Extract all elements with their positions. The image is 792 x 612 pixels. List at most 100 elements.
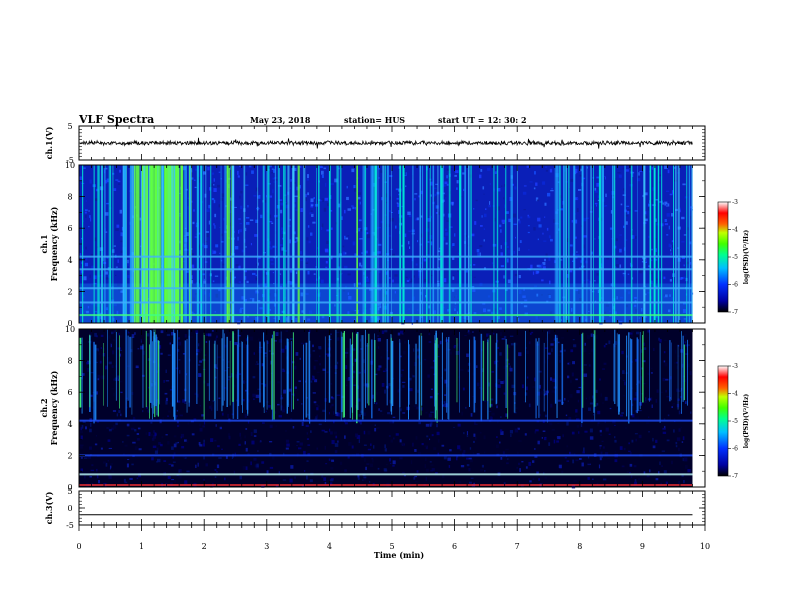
spectrogram-noise-cell (442, 474, 445, 479)
spectrogram-noise-cell (437, 439, 440, 443)
spectrogram-noise-cell (181, 260, 186, 262)
spectrogram-noise-cell (299, 357, 301, 360)
spectrogram-noise-cell (273, 283, 275, 285)
spectrogram-noise-cell (409, 388, 413, 392)
spectrogram-noise-cell (388, 383, 391, 387)
sferic-streak (135, 165, 137, 323)
spectrogram-noise-cell (246, 280, 249, 284)
spectrogram-noise-cell (400, 330, 404, 334)
spectrogram-noise-cell (152, 434, 156, 439)
spectrogram-noise-cell (518, 218, 520, 222)
spectrogram-noise-cell (663, 295, 666, 299)
sferic-streak (412, 165, 414, 323)
sferic-streak (164, 165, 167, 323)
spectrogram-noise-cell (377, 227, 382, 229)
spectrogram-noise-cell (599, 429, 602, 433)
spectrogram-noise-cell (572, 459, 575, 464)
spectrogram-noise-cell (167, 354, 171, 356)
spectrogram-noise-cell (665, 481, 668, 485)
spectrogram-noise-cell (233, 334, 236, 336)
sferic-streak (360, 335, 362, 415)
spectrogram-noise-cell (384, 444, 387, 449)
spectrogram-noise-cell (409, 246, 411, 249)
spectrogram-noise-cell (487, 295, 491, 298)
spectrogram-noise-cell (518, 247, 520, 251)
spectrogram-noise-cell (614, 436, 616, 439)
spectrogram-noise-cell (134, 332, 136, 335)
spectrogram-noise-cell (544, 437, 547, 441)
x-tick-label: 0 (76, 542, 81, 551)
x-tick-label: 8 (577, 542, 582, 551)
spectrogram-noise-cell (404, 233, 407, 238)
spectrogram-noise-cell (583, 235, 587, 238)
spectrogram-noise-cell (366, 278, 370, 282)
spectrogram-noise-cell (146, 406, 148, 409)
spectrogram-noise-cell (496, 444, 499, 448)
spectrogram-noise-cell (614, 424, 616, 426)
spectrogram-noise-cell (476, 453, 480, 455)
sferic-streak (287, 165, 290, 323)
spectrogram-noise-cell (424, 445, 427, 447)
sferic-streak (169, 165, 171, 323)
spectrogram-noise-cell (336, 331, 340, 334)
spectrogram-noise-cell (344, 351, 349, 354)
spectrogram-noise-cell (124, 481, 128, 484)
spectrogram-ylabel: Frequency (kHz) (49, 206, 59, 281)
spectrogram-noise-cell (545, 253, 548, 257)
spectrogram-noise-cell (237, 335, 241, 337)
spectrogram-noise-cell (446, 183, 449, 186)
sferic-streak (370, 165, 372, 323)
spectrogram-noise-cell (576, 251, 578, 253)
spectrogram-noise-cell (117, 378, 120, 381)
spectrogram-noise-cell (437, 344, 440, 348)
spectrogram-noise-cell (305, 424, 309, 427)
spectrogram-noise-cell (364, 250, 368, 254)
spectrogram-noise-cell (260, 392, 264, 397)
spectrogram-noise-cell (314, 418, 318, 421)
spectrogram-noise-cell (665, 294, 668, 298)
spectrogram-noise-cell (367, 448, 372, 451)
spectrogram-noise-cell (547, 192, 551, 197)
sferic-streak (148, 165, 150, 323)
spectrogram-noise-cell (233, 470, 236, 475)
spectrogram-noise-cell (157, 363, 160, 368)
spectrogram-noise-cell (169, 402, 173, 404)
sferic-streak (671, 342, 672, 401)
spectrogram-noise-cell (285, 439, 290, 443)
spectrogram-noise-cell (628, 450, 631, 452)
spectrogram-noise-cell (229, 339, 231, 342)
spectrogram-noise-cell (296, 445, 299, 447)
sferic-streak (277, 165, 280, 323)
spectrogram-noise-cell (444, 394, 447, 396)
spectrogram-noise-cell (311, 213, 314, 217)
spectrogram-noise-cell (519, 468, 521, 472)
spectrogram-noise-cell (635, 308, 638, 313)
spectrogram-noise-cell (105, 277, 109, 280)
spectrogram-noise-cell (268, 221, 273, 223)
spectrogram-noise-cell (648, 416, 650, 418)
spectrogram-noise-cell (547, 293, 551, 295)
spectrogram-noise-cell (146, 338, 149, 341)
spectrogram-noise-cell (436, 431, 440, 436)
spectrogram-noise-cell (426, 435, 429, 438)
spectrogram-noise-cell (504, 204, 506, 208)
spectrogram-noise-cell (328, 458, 331, 461)
spectrogram-noise-cell (554, 335, 558, 339)
spectrogram-ytick-label: 2 (67, 451, 72, 460)
spectrogram-noise-cell (664, 425, 666, 429)
spectrogram-noise-cell (538, 478, 540, 481)
spectrogram-noise-cell (620, 414, 623, 417)
x-tick-label: 7 (515, 542, 520, 551)
sferic-streak (559, 165, 561, 323)
spectrogram-noise-cell (176, 409, 178, 412)
spectrogram-noise-cell (245, 172, 248, 176)
spectrogram-noise-cell (120, 232, 122, 237)
spectrogram-noise-cell (228, 435, 231, 440)
spectrogram-noise-cell (597, 423, 599, 427)
spectrogram-noise-cell (363, 359, 365, 364)
spectrogram-noise-cell (119, 335, 123, 338)
spectrogram-noise-cell (648, 265, 651, 268)
spectrogram-noise-cell (244, 435, 246, 439)
sferic-streak (93, 341, 95, 424)
spectrogram-noise-cell (626, 340, 630, 344)
